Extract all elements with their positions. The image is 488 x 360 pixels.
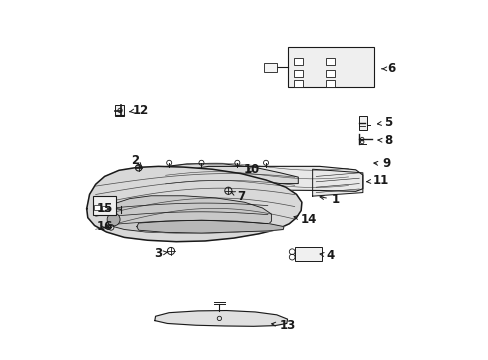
- Text: 15: 15: [96, 202, 113, 215]
- Text: 6: 6: [381, 62, 395, 75]
- Polygon shape: [144, 166, 362, 192]
- Text: 1: 1: [319, 193, 339, 206]
- Polygon shape: [137, 220, 284, 233]
- Circle shape: [107, 213, 120, 226]
- Text: 12: 12: [129, 104, 148, 117]
- Text: 8: 8: [377, 134, 391, 147]
- Bar: [102, 206, 109, 211]
- Polygon shape: [149, 164, 298, 184]
- Bar: [115, 105, 124, 116]
- Bar: [264, 63, 276, 72]
- Bar: [294, 247, 321, 261]
- Bar: [325, 58, 334, 65]
- Polygon shape: [155, 311, 287, 326]
- Bar: [359, 116, 366, 130]
- Text: 9: 9: [373, 157, 389, 170]
- Text: 14: 14: [293, 213, 317, 226]
- Polygon shape: [86, 166, 301, 242]
- Text: 3: 3: [154, 247, 168, 260]
- Text: 2: 2: [131, 154, 142, 167]
- Text: 11: 11: [366, 174, 388, 187]
- Bar: [325, 69, 334, 77]
- Bar: [94, 205, 101, 210]
- Text: 13: 13: [271, 319, 295, 332]
- Text: 10: 10: [243, 163, 259, 176]
- FancyBboxPatch shape: [287, 47, 373, 87]
- Bar: [325, 80, 334, 87]
- Bar: [293, 58, 302, 65]
- Text: 7: 7: [231, 190, 244, 203]
- Bar: [293, 80, 302, 87]
- Bar: [93, 197, 116, 215]
- Text: 16: 16: [96, 220, 113, 233]
- Text: 4: 4: [319, 249, 334, 262]
- Bar: [293, 69, 302, 77]
- Polygon shape: [108, 196, 271, 233]
- Polygon shape: [312, 169, 362, 196]
- Text: 5: 5: [377, 116, 391, 129]
